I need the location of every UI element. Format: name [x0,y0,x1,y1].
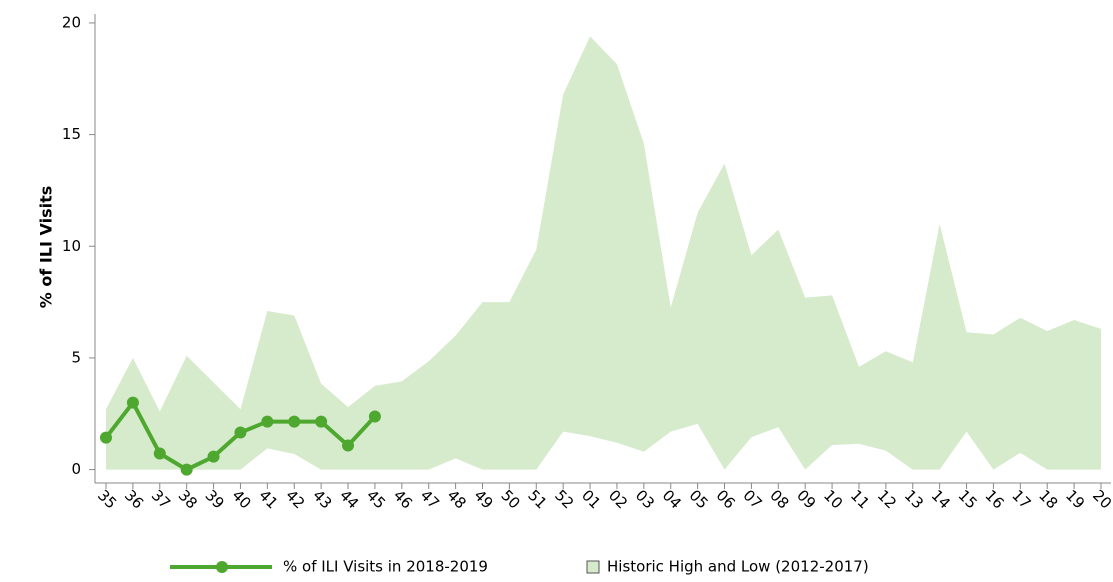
ili-point [261,415,274,428]
ili-point [368,410,381,423]
x-tick-label: 17 [1008,486,1034,512]
x-tick-label: 43 [309,486,335,512]
legend-label: % of ILI Visits in 2018-2019 [283,558,488,576]
y-tick-label: 15 [62,125,81,143]
ili-point [153,447,166,460]
x-tick-label: 05 [686,486,712,512]
x-tick-label: 44 [336,486,362,512]
x-tick-label: 13 [901,486,927,512]
x-tick-label: 41 [255,486,281,512]
x-tick-label: 04 [659,486,685,512]
x-tick-label: 19 [1062,486,1088,512]
x-tick-label: 42 [282,486,308,512]
legend-label: Historic High and Low (2012-2017) [607,558,869,576]
x-tick-label: 20 [1089,486,1113,512]
legend-swatch [586,560,600,574]
y-tick-label: 10 [62,237,81,255]
x-tick-label: 01 [578,486,604,512]
ili-point [126,396,139,409]
ili-point [288,415,301,428]
x-tick-label: 51 [524,486,550,512]
x-tick-label: 35 [94,486,120,512]
ili-point [234,426,247,439]
x-tick-label: 02 [605,486,631,512]
x-tick-label: 06 [713,486,739,512]
x-tick-label: 37 [148,486,174,512]
x-tick-label: 08 [766,486,792,512]
y-tick-label: 5 [71,348,81,366]
x-tick-label: 16 [981,486,1007,512]
x-tick-label: 10 [820,486,846,512]
ili-point [342,439,355,452]
ili-point [100,431,112,444]
y-tick-label: 20 [62,13,81,31]
x-tick-label: 18 [1035,486,1061,512]
x-tick-label: 52 [551,486,577,512]
x-tick-label: 49 [470,486,496,512]
x-tick-label: 14 [928,486,954,512]
x-tick-label: 38 [175,486,201,512]
historic-band [106,36,1101,470]
legend-marker [216,561,228,573]
x-tick-label: 09 [793,486,819,512]
x-tick-label: 12 [874,486,900,512]
x-tick-label: 11 [847,486,873,512]
x-tick-label: 45 [363,486,389,512]
x-tick-label: 36 [121,486,147,512]
x-tick-label: 46 [390,486,416,512]
x-tick-label: 48 [444,486,470,512]
x-tick-label: 07 [739,486,765,512]
x-tick-label: 15 [955,486,981,512]
x-tick-label: 47 [417,486,443,512]
x-tick-label: 40 [228,486,254,512]
ili-point [207,450,220,463]
ili-point [315,415,328,428]
ili-point [180,463,193,476]
x-tick-label: 39 [202,486,228,512]
x-tick-label: 03 [632,486,658,512]
y-axis-label: % of ILI Visits [37,186,56,309]
y-tick-label: 0 [71,460,81,478]
x-tick-label: 50 [497,486,523,512]
